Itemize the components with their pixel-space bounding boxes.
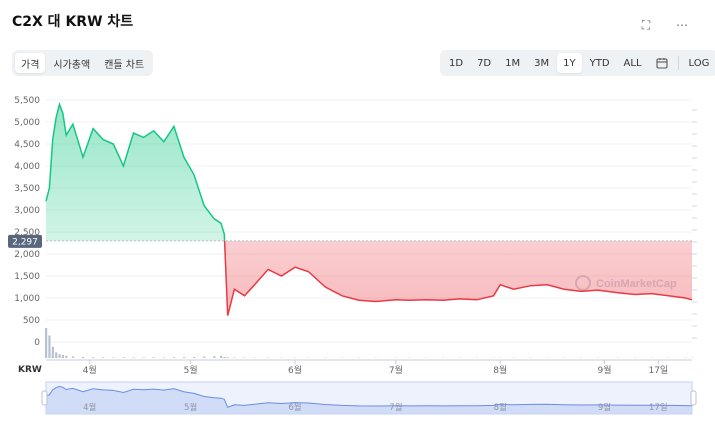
volume-bar — [132, 357, 135, 358]
range-1m[interactable]: 1M — [505, 57, 521, 69]
range-1y[interactable]: 1Y — [557, 53, 582, 73]
tab-candle-chart[interactable]: 캔들 차트 — [104, 59, 145, 71]
volume-bar — [65, 355, 68, 358]
x-tick-label: 8월 — [493, 364, 507, 376]
volume-bar — [61, 355, 65, 358]
price-line-up — [45, 101, 226, 241]
navigator-tick-label: 9월 — [598, 402, 611, 413]
volume-bar — [142, 357, 145, 358]
calendar-icon[interactable] — [650, 53, 674, 73]
y-tick-label: 3,500 — [14, 184, 40, 194]
volume-bar — [71, 356, 75, 358]
area-below-baseline — [224, 240, 692, 316]
y-tick-label: 3,000 — [14, 206, 40, 216]
range-tab-group: 1D 7D 1M 3M 1Y YTD ALL LOG — [440, 50, 715, 76]
volume-bar — [213, 356, 216, 358]
volume-bar — [193, 356, 196, 358]
navigator-handle-left[interactable] — [41, 390, 48, 406]
tab-market-cap[interactable]: 시가총액 — [53, 59, 91, 71]
volume-bar — [152, 357, 155, 358]
y-tick-label: 500 — [23, 316, 40, 326]
y-tick-label: 5,500 — [14, 96, 40, 106]
volume-bar — [223, 356, 226, 358]
current-price-label: 2,297 — [12, 237, 38, 247]
volume-bar — [48, 335, 51, 358]
y-tick-label: 2,000 — [14, 250, 40, 260]
x-tick-label: 9월 — [598, 364, 612, 376]
volume-bar — [92, 357, 95, 358]
y-tick-label: 0 — [34, 338, 40, 348]
x-tick-label: 7월 — [389, 364, 403, 376]
range-3m[interactable]: 3M — [534, 57, 550, 69]
chart-title: C2X 대 KRW 차트 — [12, 14, 134, 30]
range-7d[interactable]: 7D — [477, 57, 492, 69]
navigator-tick-label: 8월 — [494, 402, 507, 413]
tab-price[interactable]: 가격 — [15, 53, 46, 73]
range-all[interactable]: ALL — [623, 57, 642, 69]
volume-bar — [102, 357, 105, 358]
range-ytd[interactable]: YTD — [589, 57, 610, 69]
navigator-tick-label: 6월 — [288, 402, 301, 413]
volume-bar — [51, 346, 54, 358]
volume-bar — [226, 357, 229, 358]
y-tick-label: 2,500 — [14, 228, 40, 238]
volume-bar — [55, 352, 58, 358]
y-tick-label: 1,000 — [14, 294, 40, 304]
fullscreen-icon[interactable]: ⛶ — [641, 17, 651, 32]
more-icon[interactable]: ⋯ — [676, 18, 688, 32]
navigator-line — [45, 385, 693, 409]
navigator-tick-label: 4월 — [83, 402, 96, 413]
view-tab-group: 가격 시가총액 캔들 차트 — [12, 50, 154, 76]
price-line-down — [223, 240, 693, 316]
current-price-tag — [8, 234, 42, 248]
x-tick-label: 17일 — [648, 365, 668, 376]
navigator-tick-label: 17일 — [649, 403, 668, 413]
navigator-tick-label: 5월 — [184, 402, 197, 413]
range-1d[interactable]: 1D — [449, 57, 464, 69]
volume-bar — [82, 356, 85, 358]
volume-bar — [203, 356, 206, 358]
y-tick-label: 1,500 — [14, 272, 40, 282]
volume-bar — [219, 355, 223, 358]
log-toggle[interactable]: LOG — [688, 57, 710, 69]
x-tick-label: 4월 — [83, 364, 97, 376]
x-tick-label: 5월 — [184, 364, 198, 376]
volume-bar — [122, 357, 125, 358]
y-tick-label: 4,000 — [14, 162, 40, 172]
navigator-handle-right[interactable] — [690, 390, 697, 406]
navigator-area — [46, 386, 692, 414]
currency-label: KRW — [18, 365, 42, 375]
y-tick-label: 5,000 — [14, 118, 40, 128]
volume-bar — [162, 357, 165, 358]
volume-bar — [233, 357, 236, 358]
volume-bar — [112, 357, 115, 358]
y-tick-label: 4,500 — [14, 140, 40, 150]
volume-bar — [58, 354, 61, 358]
navigator-tick-label: 7월 — [389, 402, 402, 413]
volume-bar — [182, 357, 186, 358]
area-above-baseline — [46, 104, 692, 241]
x-tick-label: 6월 — [288, 364, 302, 376]
volume-bar — [45, 328, 48, 358]
volume-bar — [172, 357, 176, 358]
